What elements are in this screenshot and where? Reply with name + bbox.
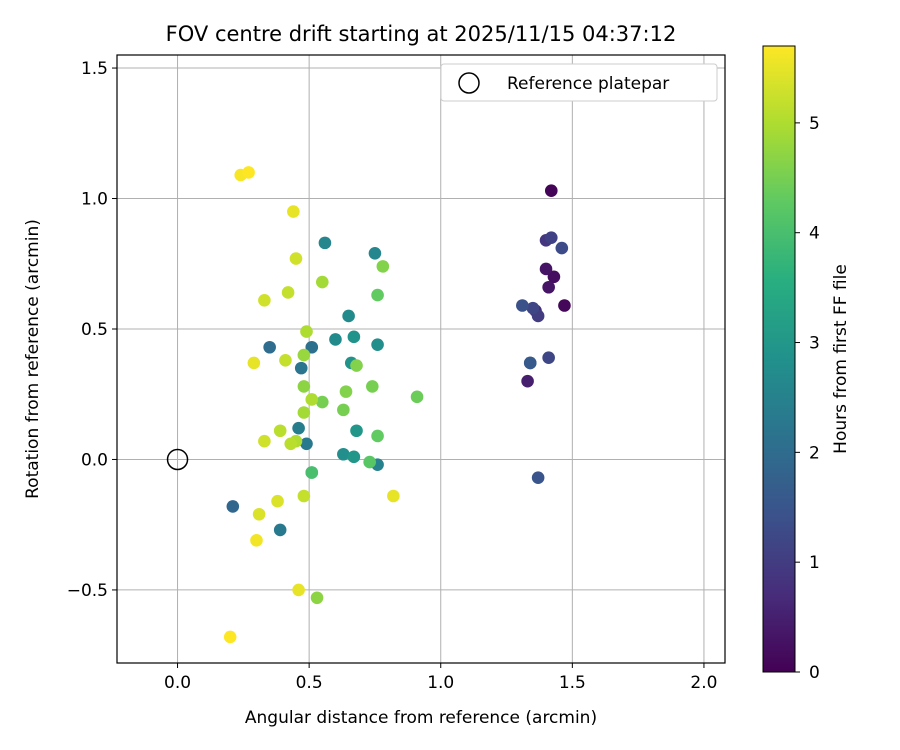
data-point bbox=[223, 630, 237, 644]
data-point bbox=[297, 348, 311, 362]
data-point bbox=[242, 166, 255, 179]
data-point bbox=[526, 301, 540, 315]
colorbar-gradient bbox=[762, 45, 796, 673]
data-point bbox=[258, 434, 271, 448]
x-axis-label: Angular distance from reference (arcmin) bbox=[245, 708, 597, 728]
data-point bbox=[315, 395, 329, 409]
data-point bbox=[555, 241, 569, 255]
y-tick-label: −0.5 bbox=[67, 581, 108, 601]
data-point bbox=[226, 500, 240, 513]
x-tick-label: 1.0 bbox=[427, 673, 454, 693]
data-point bbox=[544, 231, 558, 244]
data-point bbox=[516, 299, 529, 312]
colorbar-ticks: 0 1 2 3 4 5 bbox=[795, 114, 820, 683]
legend-box bbox=[440, 63, 718, 102]
data-point bbox=[521, 374, 534, 388]
data-point bbox=[294, 361, 308, 375]
y-tick-label: 0.5 bbox=[81, 320, 108, 340]
colorbar: 0 1 2 3 4 5 Hours from first FF file bbox=[762, 45, 851, 683]
data-point bbox=[273, 523, 287, 537]
data-point bbox=[547, 270, 561, 284]
y-tick-label: 0.0 bbox=[81, 450, 108, 470]
x-tick-label: 0.5 bbox=[296, 673, 323, 693]
data-point bbox=[347, 330, 361, 344]
data-point bbox=[279, 354, 292, 367]
data-point bbox=[347, 450, 361, 464]
data-point bbox=[342, 309, 355, 323]
data-point bbox=[539, 262, 553, 276]
data-point bbox=[387, 489, 400, 503]
data-point bbox=[247, 356, 261, 370]
data-point bbox=[284, 437, 298, 451]
data-point bbox=[315, 275, 329, 289]
y-axis-label: Rotation from reference (arcmin) bbox=[23, 219, 43, 499]
colorbar-tick-label: 3 bbox=[809, 334, 820, 354]
data-point bbox=[305, 466, 319, 479]
y-tick-label: 1.0 bbox=[81, 190, 108, 210]
legend-open-circle-icon bbox=[458, 72, 480, 94]
data-point bbox=[376, 260, 390, 273]
legend-label: Reference platepar bbox=[507, 74, 669, 94]
chart-title: FOV centre drift starting at 2025/11/15 … bbox=[166, 22, 677, 46]
data-point bbox=[250, 534, 263, 547]
data-point bbox=[273, 424, 287, 438]
x-tick-label: 2.0 bbox=[690, 673, 717, 693]
data-point bbox=[542, 351, 555, 364]
data-point bbox=[297, 380, 311, 393]
data-point bbox=[371, 429, 384, 443]
data-point bbox=[281, 286, 295, 299]
data-point bbox=[350, 424, 363, 438]
data-point bbox=[531, 471, 545, 485]
data-point bbox=[258, 293, 271, 307]
data-point bbox=[542, 280, 555, 294]
data-point bbox=[310, 591, 324, 605]
reference-platepar-marker bbox=[166, 448, 189, 471]
data-point bbox=[368, 247, 382, 260]
y-tick-label: 1.5 bbox=[81, 59, 108, 79]
data-point bbox=[252, 507, 266, 521]
data-point bbox=[300, 437, 313, 451]
colorbar-label: Hours from first FF file bbox=[831, 264, 851, 454]
data-point bbox=[318, 236, 332, 250]
legend: Reference platepar bbox=[440, 63, 718, 102]
data-point bbox=[523, 356, 537, 370]
data-point bbox=[297, 406, 311, 419]
data-point bbox=[337, 403, 350, 417]
data-point bbox=[305, 393, 319, 406]
data-point bbox=[371, 338, 384, 351]
colorbar-tick-label: 4 bbox=[809, 224, 820, 244]
data-point bbox=[337, 447, 350, 461]
points-layer bbox=[223, 166, 571, 644]
x-tick-label: 1.5 bbox=[559, 673, 586, 693]
data-point bbox=[366, 380, 379, 393]
data-point bbox=[263, 340, 276, 354]
data-point bbox=[544, 184, 558, 197]
x-tick-label: 0.0 bbox=[164, 673, 191, 693]
data-point bbox=[289, 252, 303, 265]
data-point bbox=[371, 288, 384, 302]
data-point bbox=[329, 333, 342, 346]
y-axis-ticks: −0.5 0.0 0.5 1.0 1.5 bbox=[67, 59, 117, 601]
data-point bbox=[305, 340, 319, 354]
data-point bbox=[558, 299, 571, 312]
colorbar-tick-label: 1 bbox=[809, 553, 820, 573]
data-point bbox=[363, 455, 376, 469]
data-point bbox=[297, 489, 311, 503]
grid bbox=[117, 55, 725, 663]
data-point bbox=[339, 385, 353, 398]
plot-frame bbox=[116, 54, 726, 664]
data-point bbox=[300, 325, 313, 338]
colorbar-tick-label: 0 bbox=[809, 663, 820, 683]
data-point bbox=[287, 205, 300, 218]
colorbar-tick-label: 2 bbox=[809, 443, 820, 463]
data-point bbox=[292, 583, 305, 597]
data-point bbox=[292, 421, 305, 435]
x-axis-ticks: 0.0 0.5 1.0 1.5 2.0 bbox=[164, 663, 717, 693]
colorbar-tick-label: 5 bbox=[809, 114, 820, 134]
data-point bbox=[350, 359, 363, 372]
data-point bbox=[271, 494, 284, 508]
data-point bbox=[410, 390, 424, 404]
